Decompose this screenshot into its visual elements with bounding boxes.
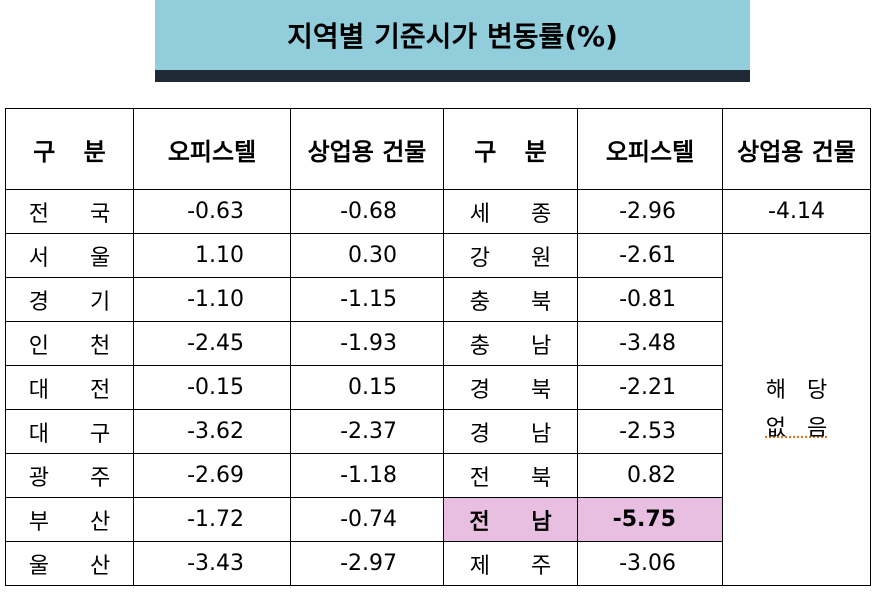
value-cell: -1.15 [290,277,444,322]
banner-shadow [155,70,750,82]
value-cell: -0.63 [133,189,291,234]
data-row: 대 전 -0.15 0.15 경 북 -2.21 [5,365,871,410]
value-cell: -2.45 [133,321,291,366]
region-cell: 울 산 [5,541,134,586]
region-cell: 경 남 [443,409,578,454]
value-cell: -2.69 [133,453,291,498]
value-cell: -1.10 [133,277,291,322]
region-cell: 전 남 [443,497,578,542]
value-cell: -3.06 [577,541,723,586]
region-cell: 인 천 [5,321,134,366]
value-cell: -0.15 [133,365,291,410]
title-banner: 지역별 기준시가 변동률(%) [155,0,750,70]
value-cell: -2.53 [577,409,723,454]
data-row: 대 구 -3.62 -2.37 경 남 -2.53 [5,409,871,454]
value-cell: -1.72 [133,497,291,542]
data-row: 전 국 -0.63 -0.68 세 종 -2.96 -4.14 [5,189,871,234]
value-cell: -3.48 [577,321,723,366]
value-cell: -1.93 [290,321,444,366]
data-row: 인 천 -2.45 -1.93 충 남 -3.48 [5,321,871,366]
title: 지역별 기준시가 변동률(%) [287,20,618,53]
value-cell: 1.10 [133,233,291,278]
value-cell: -0.68 [290,189,444,234]
column-header: 오피스텔 [577,108,723,190]
region-cell: 경 북 [443,365,578,410]
value-cell: -1.18 [290,453,444,498]
column-header: 오피스텔 [133,108,291,190]
value-cell: -4.14 [722,189,871,234]
region-cell: 충 북 [443,277,578,322]
note-line: 없 음 [765,415,828,441]
region-cell: 전 국 [5,189,134,234]
column-header: 구 분 [443,108,578,190]
column-header: 상업용 건물 [722,108,871,190]
value-cell: -0.74 [290,497,444,542]
value-cell: 0.15 [290,365,444,410]
column-header: 상업용 건물 [290,108,444,190]
value-cell: -5.75 [577,497,723,542]
region-cell: 전 북 [443,453,578,498]
region-cell: 경 기 [5,277,134,322]
region-cell: 부 산 [5,497,134,542]
value-cell: -2.61 [577,233,723,278]
header-row: 구 분 오피스텔 상업용 건물 구 분 오피스텔 상업용 건물 [5,108,871,190]
value-cell: -3.62 [133,409,291,454]
value-cell: -2.21 [577,365,723,410]
region-cell: 서 울 [5,233,134,278]
region-cell: 세 종 [443,189,578,234]
region-cell: 제 주 [443,541,578,586]
value-cell: -2.37 [290,409,444,454]
note-line: 해 당 [765,377,828,403]
column-header: 구 분 [5,108,134,190]
value-cell: -2.97 [290,541,444,586]
region-cell: 광 주 [5,453,134,498]
data-row: 광 주 -2.69 -1.18 전 북 0.82 [5,453,871,498]
region-cell: 강 원 [443,233,578,278]
rate-table: 구 분 오피스텔 상업용 건물 구 분 오피스텔 상업용 건물 전 국 -0.63 -0.68 세… [5,108,871,586]
region-cell: 대 전 [5,365,134,410]
value-cell: 0.30 [290,233,444,278]
region-cell: 충 남 [443,321,578,366]
value-cell: -0.81 [577,277,723,322]
value-cell: -3.43 [133,541,291,586]
data-row: 부 산 -1.72 -0.74 전 남 -5.75 [5,497,871,542]
data-row: 울 산 -3.43 -2.97 제 주 -3.06 [5,541,871,586]
value-cell: -2.96 [577,189,723,234]
value-cell: 0.82 [577,453,723,498]
region-cell: 대 구 [5,409,134,454]
